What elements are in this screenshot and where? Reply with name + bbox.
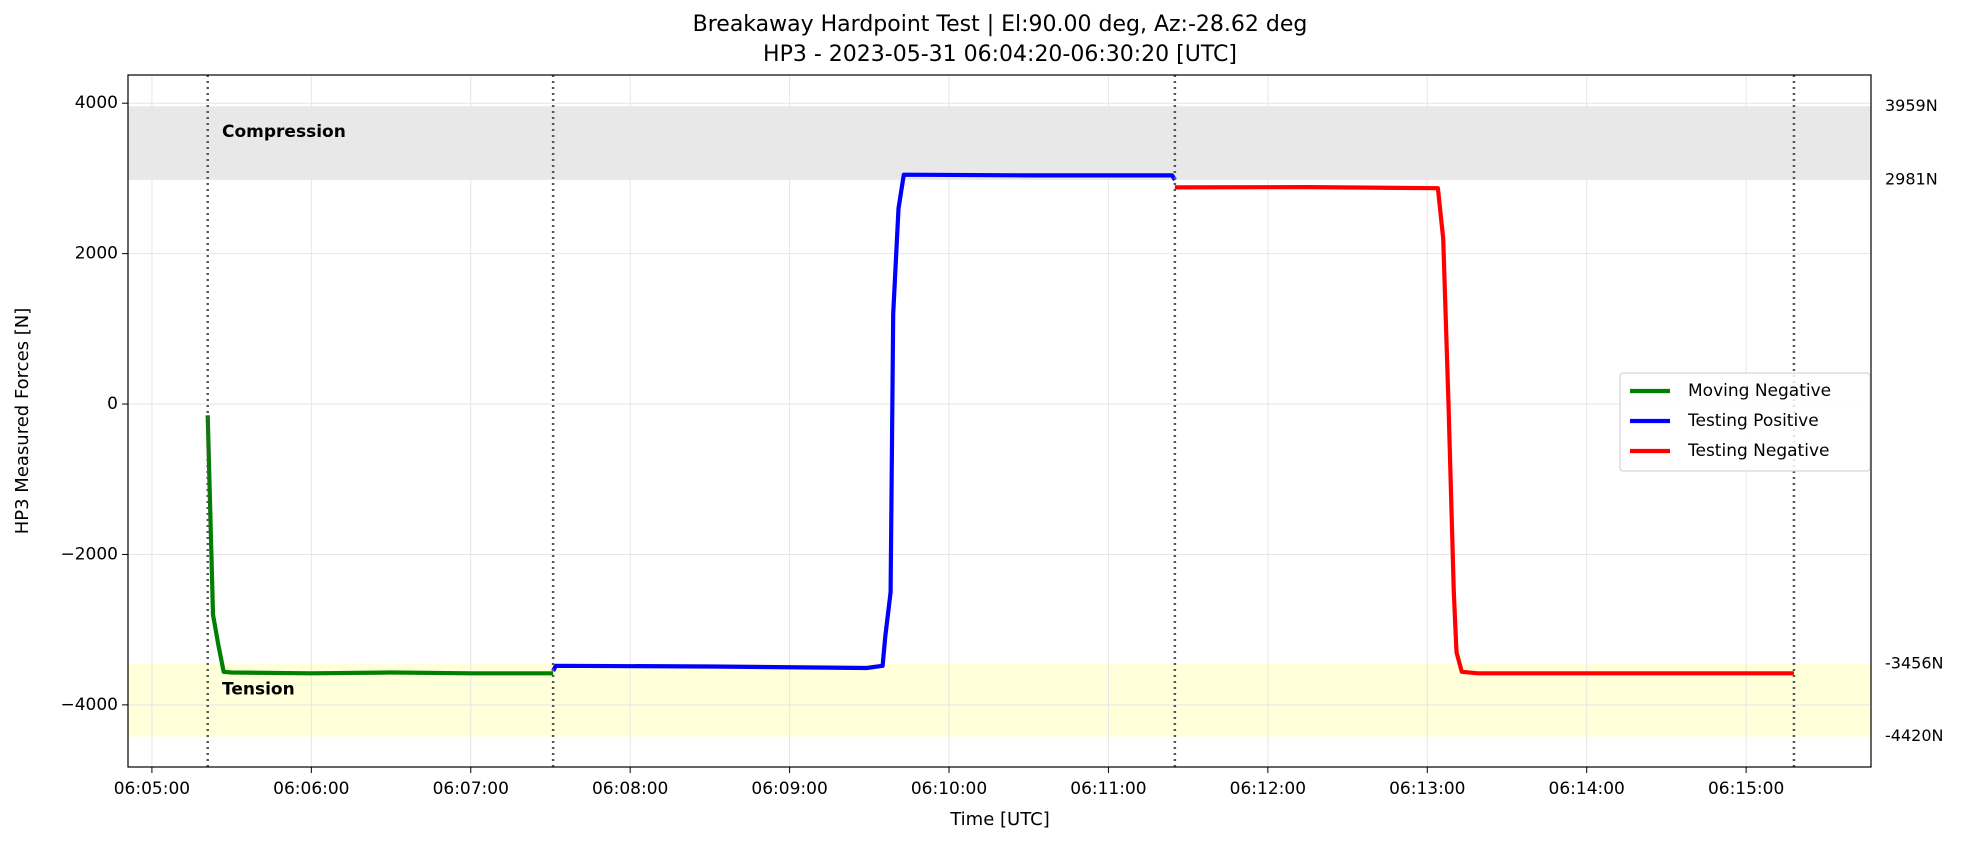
band-name: Compression bbox=[222, 122, 346, 142]
chart-subtitle: HP3 - 2023-05-31 06:04:20-06:30:20 [UTC] bbox=[763, 42, 1237, 67]
band bbox=[128, 663, 1871, 737]
band bbox=[128, 106, 1871, 180]
x-tick-label: 06:13:00 bbox=[1389, 779, 1465, 799]
x-tick-label: 06:11:00 bbox=[1070, 779, 1146, 799]
x-axis-label: Time [UTC] bbox=[949, 809, 1050, 830]
legend-box bbox=[1619, 372, 1871, 472]
y-tick-label: 2000 bbox=[75, 244, 118, 264]
legend-label: Testing Negative bbox=[1687, 441, 1829, 461]
y-tick-label: −4000 bbox=[60, 695, 118, 715]
x-tick-label: 06:05:00 bbox=[114, 779, 190, 799]
line-series bbox=[205, 415, 554, 676]
chart-title: Breakaway Hardpoint Test | El:90.00 deg,… bbox=[693, 12, 1308, 37]
band-name: Tension bbox=[222, 679, 295, 699]
y-tick-label: 4000 bbox=[75, 93, 118, 113]
plot-frame bbox=[127, 74, 1872, 768]
x-tick-label: 06:14:00 bbox=[1549, 779, 1625, 799]
y-axis-label: HP3 Measured Forces [N] bbox=[12, 308, 33, 535]
line-series bbox=[551, 172, 1177, 672]
x-tick-label: 06:09:00 bbox=[751, 779, 827, 799]
x-tick-label: 06:15:00 bbox=[1708, 779, 1784, 799]
y-tick-label: 0 bbox=[107, 394, 118, 414]
y-tick-label: −2000 bbox=[60, 544, 118, 564]
legend-label: Testing Positive bbox=[1687, 411, 1819, 431]
x-tick-label: 06:10:00 bbox=[911, 779, 987, 799]
band-label: -3456N bbox=[1885, 653, 1943, 672]
x-tick-label: 06:06:00 bbox=[273, 779, 349, 799]
band-label: -4420N bbox=[1885, 726, 1943, 745]
legend-label: Moving Negative bbox=[1688, 381, 1831, 401]
line-series bbox=[1174, 185, 1794, 676]
x-tick-label: 06:12:00 bbox=[1230, 779, 1306, 799]
band-label: 3959N bbox=[1885, 96, 1938, 115]
band-label: 2981N bbox=[1885, 169, 1938, 188]
x-tick-label: 06:07:00 bbox=[433, 779, 509, 799]
x-tick-label: 06:08:00 bbox=[592, 779, 668, 799]
